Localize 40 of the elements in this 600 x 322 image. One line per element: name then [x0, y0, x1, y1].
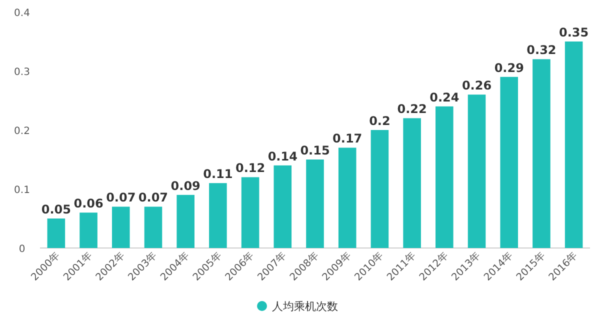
bar: [338, 148, 356, 248]
data-label: 0.32: [526, 43, 556, 58]
bar: [80, 212, 98, 248]
data-label: 0.15: [300, 144, 330, 158]
bar: [176, 194, 194, 248]
data-label: 0.26: [462, 78, 492, 93]
bar: [500, 76, 518, 248]
bar: [532, 59, 550, 248]
data-label: 0.12: [235, 161, 266, 176]
data-label: 0.2: [369, 114, 390, 128]
bar: [370, 130, 389, 248]
data-label: 0.24: [430, 90, 460, 104]
y-tick-label: 0.2: [14, 126, 30, 137]
data-label: 0.14: [268, 149, 298, 164]
bar: [47, 218, 66, 248]
bar: [403, 118, 421, 248]
bar: [241, 177, 260, 248]
bar: [564, 42, 583, 248]
bar: [436, 106, 454, 248]
bar: [112, 206, 130, 248]
bar: [274, 165, 292, 248]
data-label: 0.05: [41, 202, 71, 216]
bar: [306, 160, 324, 248]
data-label: 0.06: [74, 196, 104, 211]
y-tick-label: 0.3: [14, 67, 30, 78]
data-label: 0.07: [106, 190, 136, 205]
data-label: 0.22: [397, 102, 427, 116]
data-label: 0.11: [203, 167, 233, 182]
bar: [209, 183, 227, 248]
y-tick-label: 0.4: [14, 8, 30, 19]
data-label: 0.09: [170, 178, 200, 193]
data-label: 0.07: [138, 190, 168, 205]
bar: [144, 206, 162, 248]
legend-label: 人均乘机次数: [272, 300, 338, 313]
data-label: 0.35: [559, 26, 589, 40]
y-tick-label: 0: [18, 244, 26, 255]
bar: [468, 94, 486, 248]
data-label: 0.29: [494, 60, 524, 75]
y-tick-label: 0.1: [14, 185, 30, 196]
data-label: 0.17: [332, 132, 362, 146]
